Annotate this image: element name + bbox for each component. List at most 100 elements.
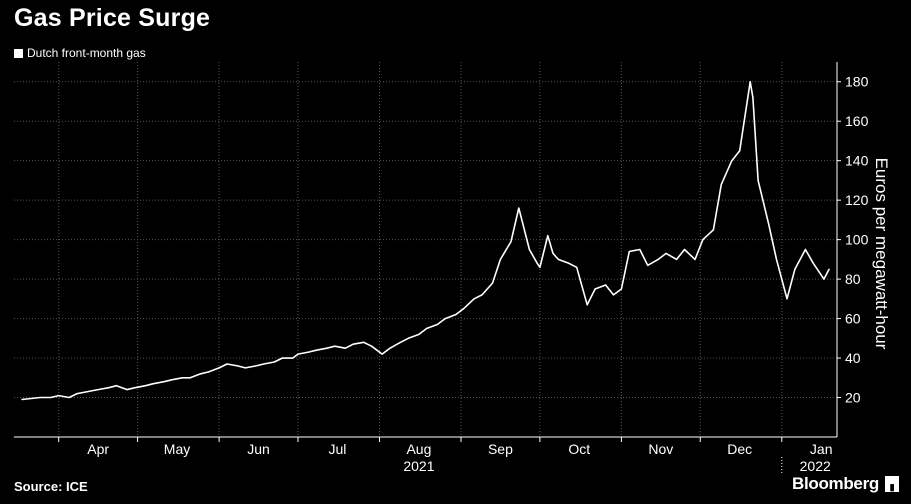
- data-point: [731, 160, 733, 162]
- x-tick-label: Jul: [328, 441, 346, 457]
- data-point: [315, 349, 317, 351]
- data-point: [739, 150, 741, 152]
- data-point: [381, 353, 383, 355]
- y-tick-label: 60: [845, 311, 861, 327]
- x-tick-label: Dec: [727, 441, 752, 457]
- data-point: [226, 363, 228, 365]
- data-point: [499, 258, 501, 260]
- data-point: [297, 353, 299, 355]
- data-point: [171, 379, 173, 381]
- data-point: [389, 347, 391, 349]
- data-point: [273, 361, 275, 363]
- x-year-label: 2022: [800, 458, 831, 474]
- y-axis-title: Euros per megawatt-hour: [872, 158, 891, 350]
- data-point: [455, 314, 457, 316]
- chart-title: Gas Price Surge: [14, 4, 211, 32]
- data-point: [281, 357, 283, 359]
- data-point: [539, 266, 541, 268]
- data-point: [263, 363, 265, 365]
- legend: Dutch front-month gas: [14, 46, 146, 60]
- data-point: [200, 373, 202, 375]
- x-tick-label: Apr: [87, 441, 109, 457]
- data-point: [39, 396, 41, 399]
- data-point: [144, 385, 147, 387]
- data-point: [749, 81, 751, 83]
- data-point: [97, 389, 99, 391]
- x-tick-label: Sep: [488, 441, 513, 457]
- data-point: [152, 383, 154, 385]
- y-tick-label: 20: [845, 390, 861, 406]
- brand-logo: Bloomberg ▮: [792, 474, 899, 494]
- data-point: [552, 252, 554, 254]
- data-point: [463, 308, 465, 310]
- data-point: [115, 385, 118, 387]
- data-point: [436, 323, 438, 326]
- data-point: [576, 266, 578, 268]
- data-point: [639, 248, 641, 251]
- data-point: [344, 347, 346, 349]
- data-point: [804, 248, 807, 251]
- data-point: [58, 395, 60, 397]
- data-point: [568, 262, 570, 264]
- data-point: [444, 318, 446, 320]
- data-point: [371, 345, 373, 347]
- source-note: Source: ICE: [14, 479, 88, 494]
- y-tick-label: 180: [845, 74, 869, 90]
- brand-mark-icon: ▮: [885, 476, 899, 492]
- data-point: [326, 347, 328, 349]
- data-point: [108, 387, 110, 389]
- data-point: [134, 387, 136, 389]
- data-point: [87, 391, 89, 393]
- data-point: [657, 258, 659, 260]
- legend-swatch: [14, 48, 23, 58]
- data-point: [181, 377, 183, 379]
- series-layer: [21, 80, 830, 401]
- y-tick-label: 40: [845, 350, 861, 366]
- y-tick-label: 140: [845, 153, 869, 169]
- y-tick-label: 160: [845, 113, 869, 129]
- data-point: [775, 258, 778, 260]
- data-point: [236, 365, 239, 367]
- data-point: [244, 367, 246, 369]
- grid-lines: [14, 62, 837, 437]
- data-point: [786, 298, 788, 300]
- data-point: [255, 365, 257, 367]
- data-point: [76, 393, 78, 395]
- data-point: [399, 341, 402, 343]
- data-point: [473, 298, 475, 300]
- data-point: [665, 252, 667, 254]
- data-point: [702, 239, 704, 241]
- brand-name: Bloomberg: [791, 474, 879, 493]
- data-point: [50, 396, 52, 399]
- data-point: [518, 207, 520, 209]
- data-point: [720, 183, 722, 185]
- legend-label: Dutch front-month gas: [27, 46, 146, 60]
- data-point: [823, 278, 825, 280]
- data-point: [812, 262, 814, 264]
- data-point: [547, 235, 549, 237]
- data-point: [407, 337, 409, 339]
- data-point: [586, 304, 588, 306]
- data-point: [510, 241, 512, 243]
- data-point: [694, 258, 696, 260]
- data-point: [605, 284, 607, 286]
- data-point: [218, 367, 220, 369]
- data-point: [712, 229, 715, 231]
- data-point: [528, 248, 531, 251]
- data-point: [68, 396, 70, 399]
- data-point: [536, 262, 538, 264]
- data-point: [307, 351, 310, 353]
- data-point: [752, 96, 754, 99]
- data-point: [828, 268, 830, 270]
- data-point: [620, 288, 623, 290]
- x-tick-label: May: [164, 441, 190, 457]
- series-line: [21, 80, 830, 401]
- data-point: [557, 258, 559, 260]
- data-point: [418, 333, 420, 335]
- y-tick-label: 100: [845, 232, 869, 248]
- data-point: [352, 343, 354, 345]
- data-point: [768, 223, 770, 225]
- x-tick-label: Oct: [568, 441, 590, 457]
- data-point: [163, 381, 165, 383]
